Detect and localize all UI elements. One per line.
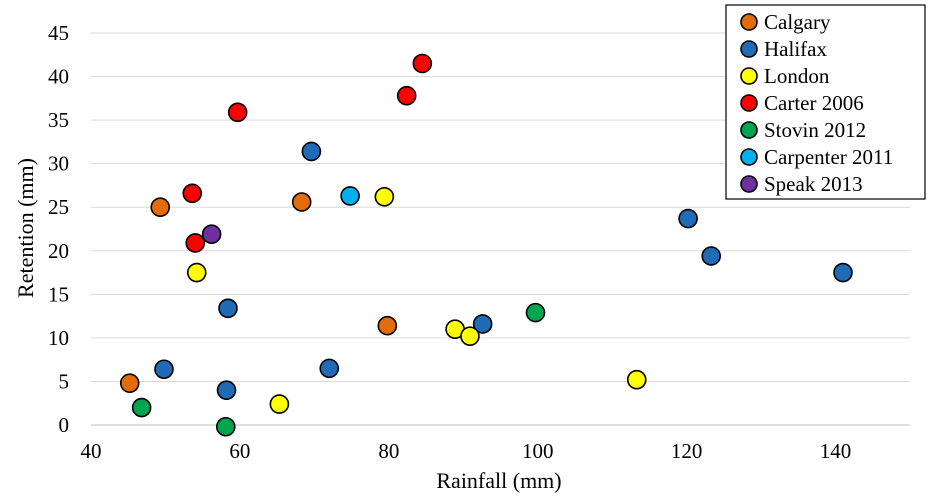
y-tick-label: 0 [59, 413, 70, 437]
legend-label: Calgary [764, 10, 831, 34]
legend-label: Stovin 2012 [764, 118, 866, 142]
point-layer [119, 53, 853, 437]
legend-marker [740, 94, 758, 112]
data-point [216, 380, 237, 400]
data-point [396, 85, 417, 106]
data-point [412, 53, 433, 74]
legend-marker [740, 148, 758, 166]
axis-layer: 0 5 10 15 20 25 30 35 40 45 40 60 80 100 120 140 [48, 21, 910, 463]
legend-marker [740, 121, 758, 139]
y-axis-title: Retention (mm) [13, 158, 38, 298]
data-point [460, 326, 480, 346]
x-tick-label: 40 [81, 439, 102, 463]
data-point [182, 183, 203, 204]
data-point [119, 373, 140, 393]
y-tick-label: 10 [48, 326, 69, 350]
data-point [291, 192, 312, 212]
x-tick-label: 80 [378, 439, 399, 463]
legend-label: London [764, 64, 830, 88]
legend-label: Speak 2013 [764, 172, 863, 196]
data-point [678, 208, 698, 229]
data-point [150, 197, 171, 218]
data-point [472, 314, 493, 334]
data-point [377, 315, 398, 336]
legend-label: Carter 2006 [764, 91, 864, 115]
x-tick-label: 140 [820, 439, 852, 463]
legend-marker [740, 67, 758, 85]
data-point [374, 186, 395, 207]
x-tick-label: 120 [671, 439, 703, 463]
y-tick-label: 35 [48, 108, 69, 132]
y-tick-label: 15 [48, 282, 69, 306]
y-tick-label: 5 [59, 369, 70, 393]
legend-marker [740, 175, 758, 193]
y-tick-label: 40 [48, 65, 69, 89]
y-tick-label: 45 [48, 21, 69, 45]
y-tick-label: 30 [48, 152, 69, 176]
y-tick-label: 25 [48, 195, 69, 219]
legend-marker [740, 40, 758, 58]
data-point [186, 262, 207, 283]
data-point [319, 358, 340, 379]
x-axis-title: Rainfall (mm) [436, 468, 561, 493]
data-point [626, 369, 647, 390]
data-point [227, 102, 248, 123]
data-point [833, 262, 853, 283]
legend-label: Halifax [764, 37, 827, 61]
data-point [185, 233, 206, 253]
data-point [301, 141, 322, 162]
data-point [131, 397, 152, 418]
legend-marker [740, 13, 758, 31]
x-tick-label: 60 [229, 439, 250, 463]
data-point [269, 394, 290, 414]
legend-label: Carpenter 2011 [764, 145, 893, 169]
grid-layer [91, 32, 910, 382]
data-point [525, 302, 546, 323]
data-point [701, 246, 722, 266]
legend: Calgary Halifax London Carter 2006 Stovin 20… [725, 4, 926, 200]
legend-box [725, 4, 926, 200]
data-point [340, 186, 360, 206]
y-tick-label: 20 [48, 239, 69, 263]
data-point [215, 416, 236, 437]
data-point [154, 359, 174, 380]
data-point [218, 298, 238, 319]
x-tick-label: 100 [522, 439, 554, 463]
data-point [201, 224, 222, 245]
